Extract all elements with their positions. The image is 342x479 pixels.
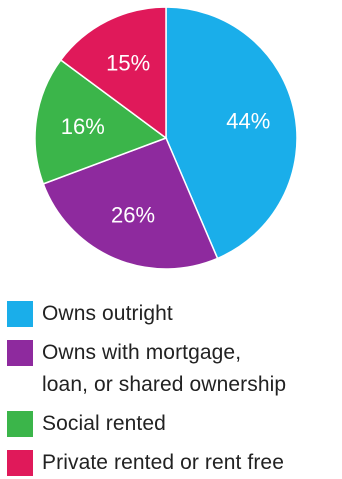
pie-chart: 44% 26% 16% 15% (34, 6, 298, 270)
pie-slice-1 (42, 137, 219, 270)
legend-label: Private rented or rent free (42, 451, 284, 474)
pie-slices (34, 6, 298, 270)
chart-legend: Owns outright Owns with mortgage, loan, … (0, 298, 342, 479)
legend-item-owns-outright: Owns outright (0, 298, 342, 330)
pie-slice-label-3: 15% (106, 51, 150, 76)
legend-item-owns-with-mortgage: Owns with mortgage, loan, or shared owne… (0, 337, 342, 401)
pie-slice-label-0: 44% (226, 109, 270, 134)
legend-swatch (7, 411, 33, 437)
pie-slice-0 (165, 6, 298, 260)
legend-swatch (7, 450, 33, 476)
pie-slice-2 (34, 58, 168, 185)
legend-label: Owns with mortgage, loan, or shared owne… (42, 341, 287, 396)
pie-slice-labels: 44% 26% 16% 15% (61, 51, 271, 228)
legend-item-private-rented: Private rented or rent free (0, 447, 342, 479)
legend-label: Social rented (42, 412, 166, 435)
legend-item-social-rented: Social rented (0, 408, 342, 440)
legend-swatch (7, 340, 33, 366)
legend-swatch (7, 301, 33, 327)
pie-slice-label-2: 16% (61, 114, 105, 139)
pie-slice-3 (59, 6, 167, 140)
pie-slice-label-1: 26% (111, 203, 155, 228)
legend-label: Owns outright (42, 302, 173, 325)
